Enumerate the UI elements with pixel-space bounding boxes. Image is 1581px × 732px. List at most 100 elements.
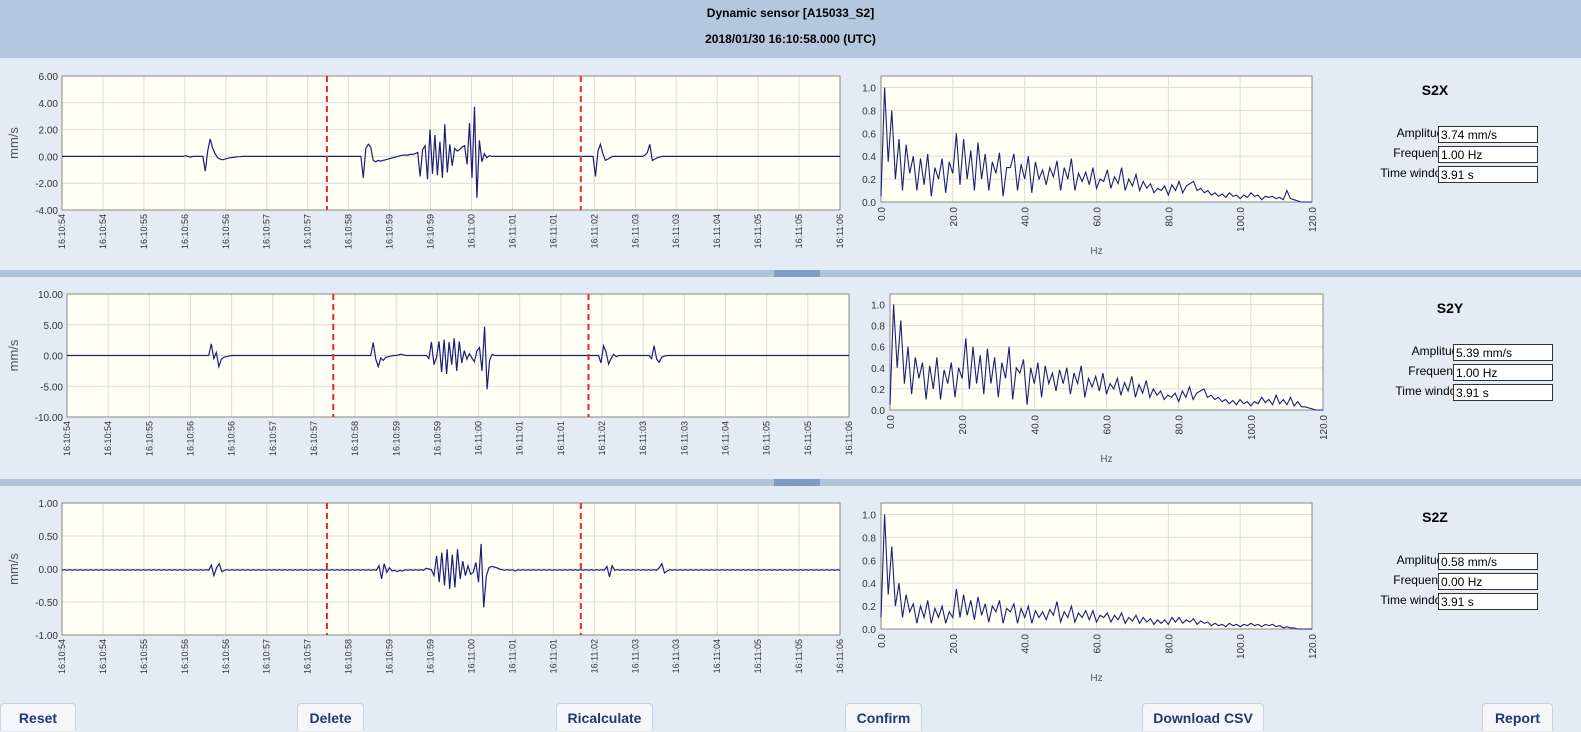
x-tick-label: 0.0 <box>877 634 888 648</box>
y-tick-label: 0.00 <box>39 152 59 163</box>
x-tick-label: 16:11:04 <box>712 639 722 673</box>
series-line <box>62 106 840 198</box>
delete-button[interactable]: Delete <box>297 703 364 731</box>
splitter-grip[interactable] <box>774 270 820 277</box>
sensor-panel-s2y: 10.00 5.00 0.00 -5.00 -10.00 16:10:54 16:10:54… <box>0 280 1581 490</box>
x-tick-label: 16:11:02 <box>589 214 599 248</box>
x-tick-label: 16:10:56 <box>180 639 190 674</box>
frequency-field[interactable]: 1.00 Hz <box>1453 364 1553 381</box>
frequency-field[interactable]: 1.00 Hz <box>1438 146 1538 163</box>
x-tick-label: 20.0 <box>949 207 960 227</box>
time-window-field[interactable]: 3.91 s <box>1438 593 1538 610</box>
x-tick-label: 16:10:54 <box>103 421 113 456</box>
series-line <box>880 514 1312 630</box>
x-tick-label: 16:10:58 <box>344 214 354 249</box>
plot-border <box>880 75 1313 203</box>
x-tick-label: 16:11:06 <box>844 421 854 455</box>
y-tick-label: 0.2 <box>871 385 885 396</box>
y-tick-label: -4.00 <box>35 206 58 217</box>
report-button[interactable]: Report <box>1482 703 1553 731</box>
y-tick-label: 0.50 <box>39 532 59 543</box>
panel-splitter[interactable] <box>0 270 1581 277</box>
y-tick-label: 0.8 <box>862 106 876 117</box>
y-tick-label: 5.00 <box>44 321 64 332</box>
y-tick-label: 6.00 <box>39 72 59 83</box>
x-tick-label: 16:11:01 <box>507 639 517 673</box>
sensor-name: S2X <box>1421 82 1449 98</box>
amplitude-field[interactable]: 0.58 mm/s <box>1438 553 1538 570</box>
series-line <box>889 304 1323 411</box>
frequency-label: Frequency <box>1393 146 1450 160</box>
x-tick-label: 16:11:06 <box>835 214 845 248</box>
x-tick-label: 120.0 <box>1319 415 1330 440</box>
x-tick-label: 40.0 <box>1021 207 1032 227</box>
x-tick-label: 16:11:06 <box>835 639 845 673</box>
y-tick-label: 0.6 <box>862 556 876 567</box>
x-tick-label: 16:11:01 <box>515 421 525 455</box>
splitter-grip[interactable] <box>774 479 820 486</box>
y-tick-label: 1.00 <box>39 499 59 510</box>
time-window-field[interactable]: 3.91 s <box>1453 384 1553 401</box>
sensor-name: S2Y <box>1436 300 1464 316</box>
x-tick-label: 16:11:05 <box>794 214 804 248</box>
reset-button[interactable]: Reset <box>0 703 76 731</box>
x-tick-label: 16:11:00 <box>466 639 476 673</box>
plot-border <box>889 293 1324 411</box>
x-tick-label: 16:11:01 <box>507 214 517 248</box>
y-tick-label: 0.0 <box>862 625 876 636</box>
x-tick-label: 16:11:04 <box>721 421 731 455</box>
confirm-button[interactable]: Confirm <box>845 703 922 731</box>
x-tick-label: 80.0 <box>1175 415 1186 435</box>
amplitude-field[interactable]: 5.39 mm/s <box>1453 344 1553 361</box>
y-tick-label: 0.00 <box>39 565 59 576</box>
time-window-field[interactable]: 3.91 s <box>1438 166 1538 183</box>
amplitude-label: Amplitude <box>1396 126 1450 140</box>
x-tick-label: 16:10:59 <box>426 214 436 249</box>
sensor-name: S2Z <box>1422 509 1448 525</box>
amplitude-field[interactable]: 3.74 mm/s <box>1438 126 1538 143</box>
x-tick-label: 16:10:59 <box>385 214 395 249</box>
y-tick-label: 0.2 <box>862 175 876 186</box>
x-tick-label: 16:10:56 <box>180 214 190 249</box>
x-tick-label: 16:10:54 <box>57 639 67 674</box>
ricalculate-button[interactable]: Ricalculate <box>556 703 653 731</box>
x-tick-label: 16:11:04 <box>712 214 722 248</box>
x-tick-label: 16:10:57 <box>262 214 272 249</box>
x-tick-label: 0.0 <box>886 415 897 429</box>
x-tick-label: 16:11:05 <box>753 639 763 673</box>
y-tick-label: 4.00 <box>39 99 59 110</box>
y-tick-label: -10.00 <box>35 413 64 424</box>
series-line <box>61 543 841 608</box>
x-tick-label: 120.0 <box>1308 207 1319 232</box>
x-tick-label: 16:10:56 <box>227 421 237 456</box>
y-tick-label: 2.00 <box>39 126 59 137</box>
x-tick-label: 20.0 <box>949 634 960 654</box>
y-tick-label: 0.00 <box>44 352 64 363</box>
y-tick-label: 0.6 <box>871 343 885 354</box>
x-tick-label: 16:10:55 <box>139 214 149 249</box>
download-csv-button[interactable]: Download CSV <box>1142 703 1264 731</box>
x-tick-label: 80.0 <box>1164 207 1175 227</box>
y-axis-label: mm/s <box>6 553 21 585</box>
series-line <box>67 326 849 390</box>
x-tick-label: 16:10:57 <box>262 639 272 674</box>
x-tick-label: 16:10:59 <box>426 639 436 674</box>
plot-border <box>880 502 1313 630</box>
footer-toolbar: Reset Delete Ricalculate Confirm Downloa… <box>0 700 1581 731</box>
sensor-info: S2Z Amplitude 0.58 mm/s Frequency 0.00 H… <box>1330 489 1560 699</box>
x-tick-label: 120.0 <box>1308 634 1319 659</box>
time-window-label: Time window <box>1395 384 1465 398</box>
panel-splitter[interactable] <box>0 479 1581 486</box>
time-window-label: Time window <box>1380 593 1450 607</box>
y-tick-label: 0.2 <box>862 602 876 613</box>
x-tick-label: 16:10:54 <box>57 214 67 249</box>
y-tick-label: 0.0 <box>871 406 885 417</box>
y-tick-label: 10.00 <box>38 290 63 301</box>
x-tick-label: 16:10:57 <box>303 214 313 249</box>
frequency-label: Frequency <box>1393 573 1450 587</box>
y-tick-label: -5.00 <box>40 382 63 393</box>
frequency-field[interactable]: 0.00 Hz <box>1438 573 1538 590</box>
frequency-label: Frequency <box>1408 364 1465 378</box>
x-tick-label: 16:10:59 <box>391 421 401 456</box>
